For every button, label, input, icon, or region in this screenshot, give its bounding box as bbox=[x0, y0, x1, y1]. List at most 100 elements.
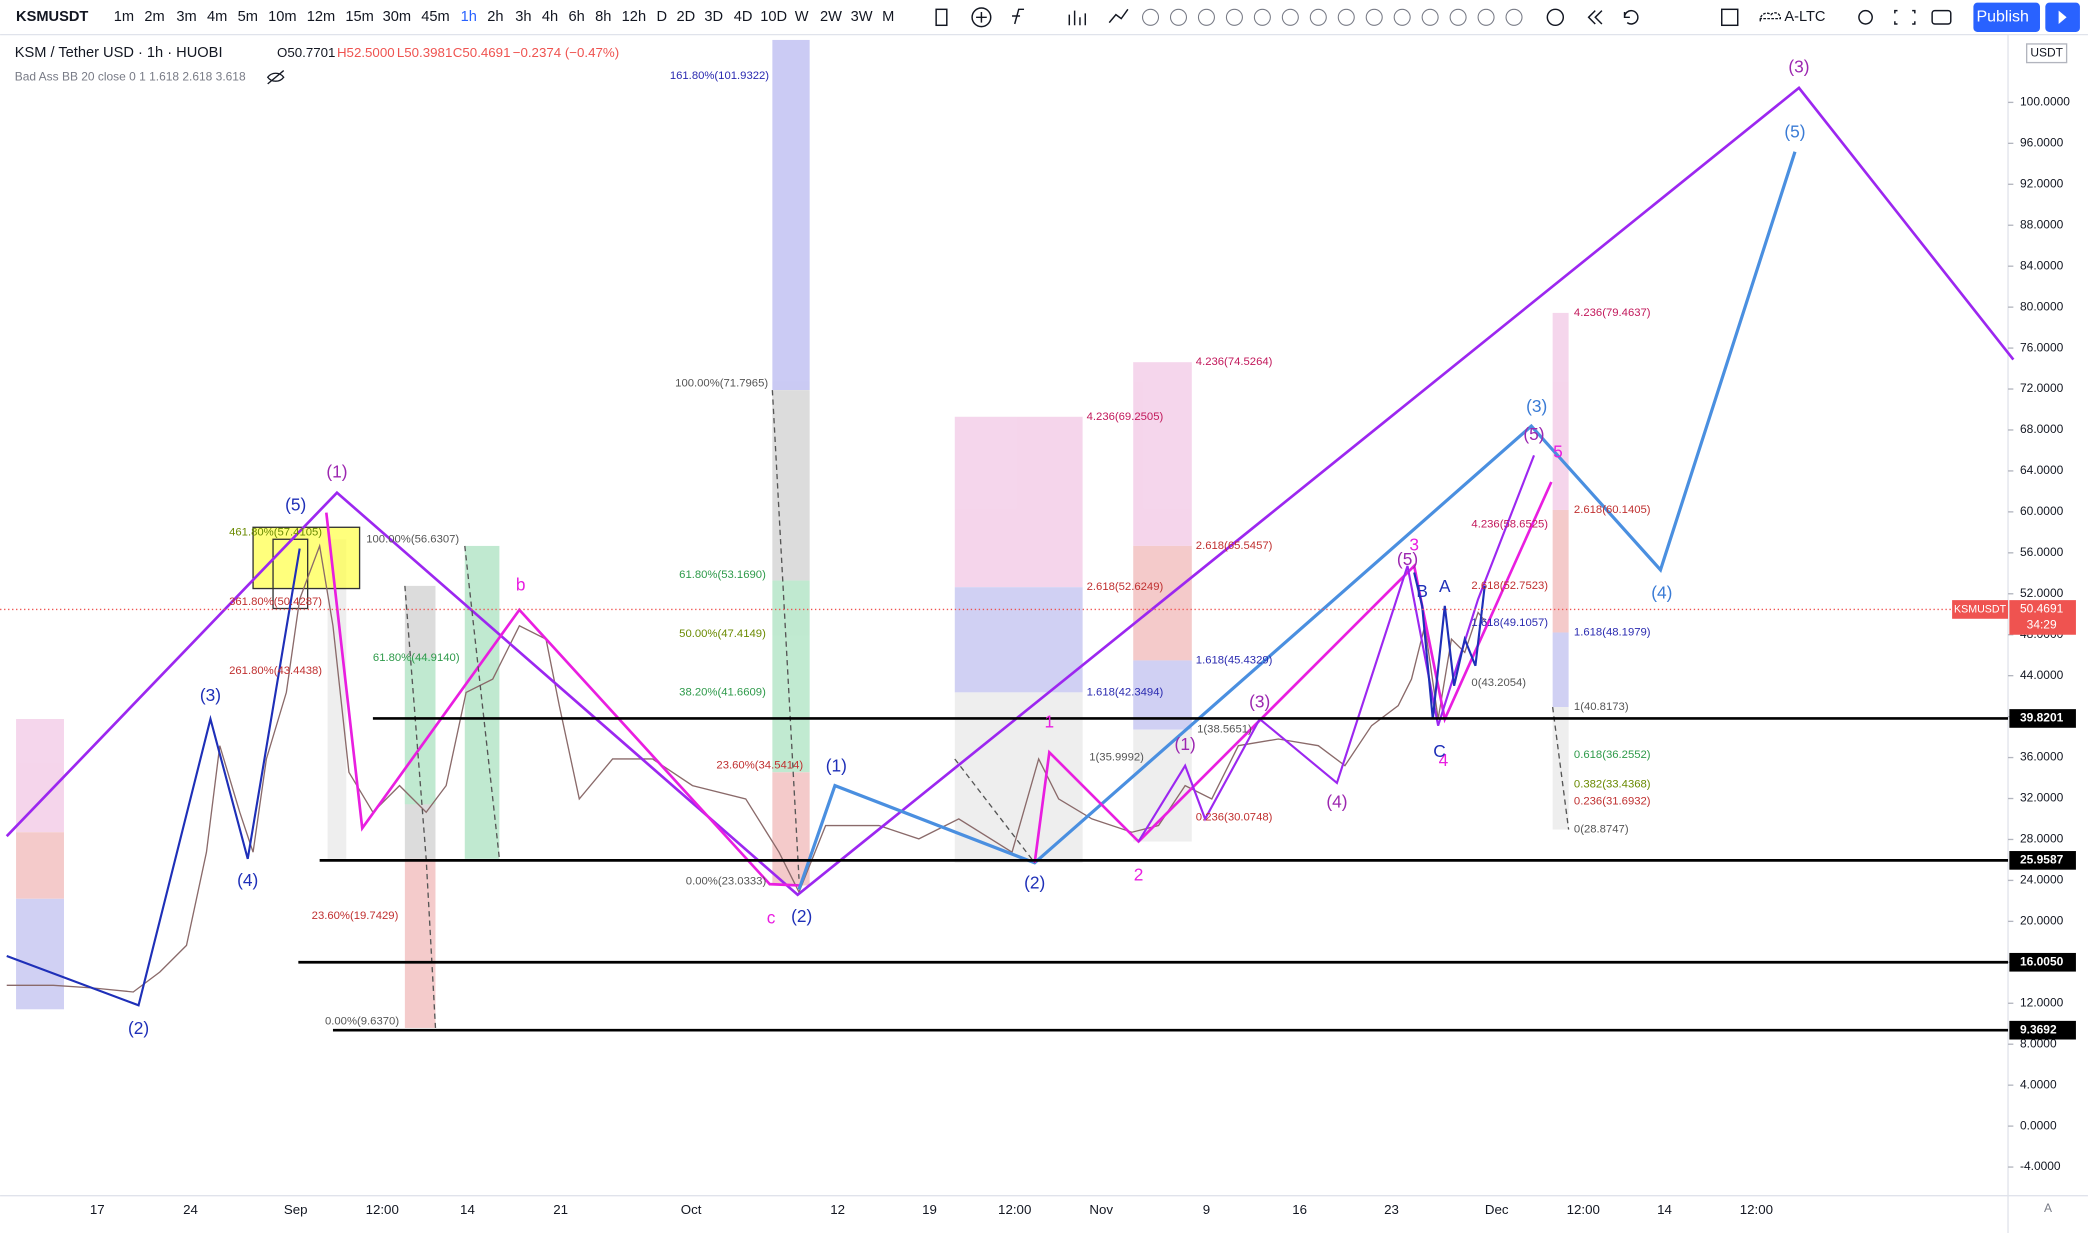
wave-label: (3) bbox=[1249, 692, 1270, 712]
price-tag bbox=[2009, 1020, 2076, 1040]
drawing-icon[interactable] bbox=[1108, 8, 1129, 24]
ohlc-value: O50.7701 bbox=[277, 45, 335, 60]
interval-button[interactable]: 3m bbox=[176, 9, 196, 25]
undo-icon[interactable] bbox=[1623, 9, 1639, 25]
alert-icon[interactable] bbox=[1546, 8, 1565, 27]
interval-button[interactable]: 3h bbox=[515, 9, 531, 25]
interval-button[interactable]: 2m bbox=[144, 9, 164, 25]
interval-button[interactable]: 1m bbox=[114, 9, 134, 25]
fib-level-label: 1.618(45.4329) bbox=[1196, 654, 1273, 666]
top-toolbar bbox=[0, 0, 2088, 35]
interval-button[interactable]: 5m bbox=[238, 9, 258, 25]
interval-button[interactable]: 1h bbox=[461, 9, 477, 25]
wave-label: (3) bbox=[1788, 56, 1809, 76]
price-tag bbox=[2009, 851, 2076, 870]
interval-button[interactable]: 15m bbox=[345, 9, 373, 25]
interval-button[interactable]: 4h bbox=[542, 9, 558, 25]
wave-label: (1) bbox=[1175, 734, 1196, 754]
indicators-icon[interactable] bbox=[1012, 8, 1025, 25]
interval-button[interactable]: D bbox=[657, 9, 668, 25]
interval-button[interactable]: 2W bbox=[820, 9, 842, 25]
wave-label: (1) bbox=[326, 461, 347, 481]
interval-button[interactable]: 3D bbox=[704, 9, 723, 25]
interval-button[interactable]: 12m bbox=[307, 9, 335, 25]
layout-icon[interactable] bbox=[1721, 8, 1739, 27]
fib-level-label: 2.618(52.6249) bbox=[1087, 581, 1164, 593]
interval-button[interactable]: 8h bbox=[595, 9, 611, 25]
interval-button[interactable]: 10m bbox=[268, 9, 296, 25]
publish-button[interactable] bbox=[1973, 2, 2040, 32]
indicator-legend: Bad Ass BB 20 close 0 1 1.618 2.618 3.61… bbox=[15, 69, 246, 83]
price-tag-label: 25.9587 bbox=[2020, 853, 2064, 867]
interval-button[interactable]: 45m bbox=[421, 9, 449, 25]
interval-button[interactable]: 12h bbox=[622, 9, 646, 25]
fib-level-label: 461.80%(57.4105) bbox=[229, 527, 322, 539]
y-tick-label: 12.0000 bbox=[2020, 995, 2064, 1009]
x-tick-label: 12:00 bbox=[1740, 1202, 1773, 1217]
interval-button[interactable]: 2D bbox=[676, 9, 695, 25]
bar-countdown: 34:29 bbox=[2027, 618, 2057, 632]
settings-icon[interactable] bbox=[1858, 9, 1873, 25]
interval-button[interactable]: 4m bbox=[207, 9, 227, 25]
fib-level-label: 23.60%(19.7429) bbox=[312, 910, 399, 922]
ohlc-value: L50.3981 bbox=[397, 45, 452, 60]
fib-level-label: 0.00%(23.0333) bbox=[686, 875, 767, 887]
drawing-tool-circles bbox=[1142, 8, 1523, 26]
fib-level-label: 2.618(60.1405) bbox=[1574, 504, 1651, 516]
series-title: KSM / Tether USD · 1h · HUOBI bbox=[15, 45, 223, 61]
wave-label: b bbox=[516, 574, 526, 594]
y-tick-label: 4.0000 bbox=[2020, 1077, 2057, 1091]
fullscreen-icon[interactable] bbox=[1894, 9, 1916, 25]
y-tick-label: 44.0000 bbox=[2020, 668, 2064, 682]
interval-button[interactable]: 2h bbox=[487, 9, 503, 25]
x-tick-label: Nov bbox=[1089, 1202, 1113, 1217]
y-tick-label: 32.0000 bbox=[2020, 791, 2064, 805]
y-tick-label: 80.0000 bbox=[2020, 299, 2064, 313]
wave-label: (4) bbox=[237, 870, 258, 890]
fib-level-label: 0.618(36.2552) bbox=[1574, 749, 1651, 761]
layout-name[interactable]: A-LTC bbox=[1784, 9, 1825, 25]
fib-level-label: 161.80%(101.9322) bbox=[670, 70, 769, 82]
price-tag-label: 16.0050 bbox=[2020, 954, 2064, 968]
auto-scale-button[interactable]: A bbox=[2044, 1201, 2052, 1215]
snapshot-icon[interactable] bbox=[1931, 9, 1952, 25]
fib-level-label: 100.00%(71.7965) bbox=[675, 377, 768, 389]
interval-button[interactable]: M bbox=[882, 9, 894, 25]
fib-level-label: 261.80%(43.4438) bbox=[229, 665, 322, 677]
hide-indicator-icon[interactable] bbox=[266, 70, 285, 85]
interval-button[interactable]: 4D bbox=[734, 9, 753, 25]
interval-button[interactable]: 30m bbox=[383, 9, 411, 25]
interval-button[interactable]: 10D bbox=[760, 9, 787, 25]
wave-label: (5) bbox=[1784, 122, 1805, 142]
wave-label: 4 bbox=[1439, 750, 1449, 770]
fib-level-label: 2.618(52.7523) bbox=[1471, 580, 1548, 592]
fib-level-label: 23.60%(34.5414) bbox=[716, 760, 803, 772]
interval-button[interactable]: 3W bbox=[851, 9, 873, 25]
x-tick-label: 16 bbox=[1292, 1202, 1307, 1217]
x-tick-label: 21 bbox=[553, 1202, 568, 1217]
wave-line-primary bbox=[5, 86, 2015, 897]
compare-icon[interactable] bbox=[971, 7, 992, 28]
chart-pane bbox=[0, 34, 2088, 1233]
y-tick-label: 96.0000 bbox=[2020, 136, 2064, 150]
fib-level-label: 4.236(69.2505) bbox=[1087, 411, 1164, 423]
price-tag-label: 9.3692 bbox=[2020, 1022, 2057, 1036]
x-tick-label: 9 bbox=[1203, 1202, 1210, 1217]
symbol-search[interactable]: KSMUSDT bbox=[16, 9, 88, 25]
fib-level-label: 50.00%(47.4149) bbox=[679, 628, 766, 640]
wave-line-impulse bbox=[1033, 481, 1553, 864]
y-tick-label: 60.0000 bbox=[2020, 504, 2064, 518]
replay-icon[interactable] bbox=[1587, 10, 1603, 25]
wave-label: 3 bbox=[1409, 534, 1419, 554]
wave-label: (2) bbox=[791, 906, 812, 926]
fib-level-label: 4.236(74.5264) bbox=[1196, 356, 1273, 368]
x-tick-label: 19 bbox=[922, 1202, 937, 1217]
chart-type-icon[interactable] bbox=[935, 8, 948, 27]
interval-button[interactable]: W bbox=[795, 9, 809, 25]
wave-label: (3) bbox=[1526, 396, 1547, 416]
fib-trend-lines bbox=[404, 390, 1570, 1028]
wave-label: C bbox=[1433, 741, 1446, 761]
templates-icon[interactable] bbox=[1068, 10, 1087, 26]
fib-level-label: 100.00%(56.6307) bbox=[366, 533, 459, 545]
interval-button[interactable]: 6h bbox=[568, 9, 584, 25]
